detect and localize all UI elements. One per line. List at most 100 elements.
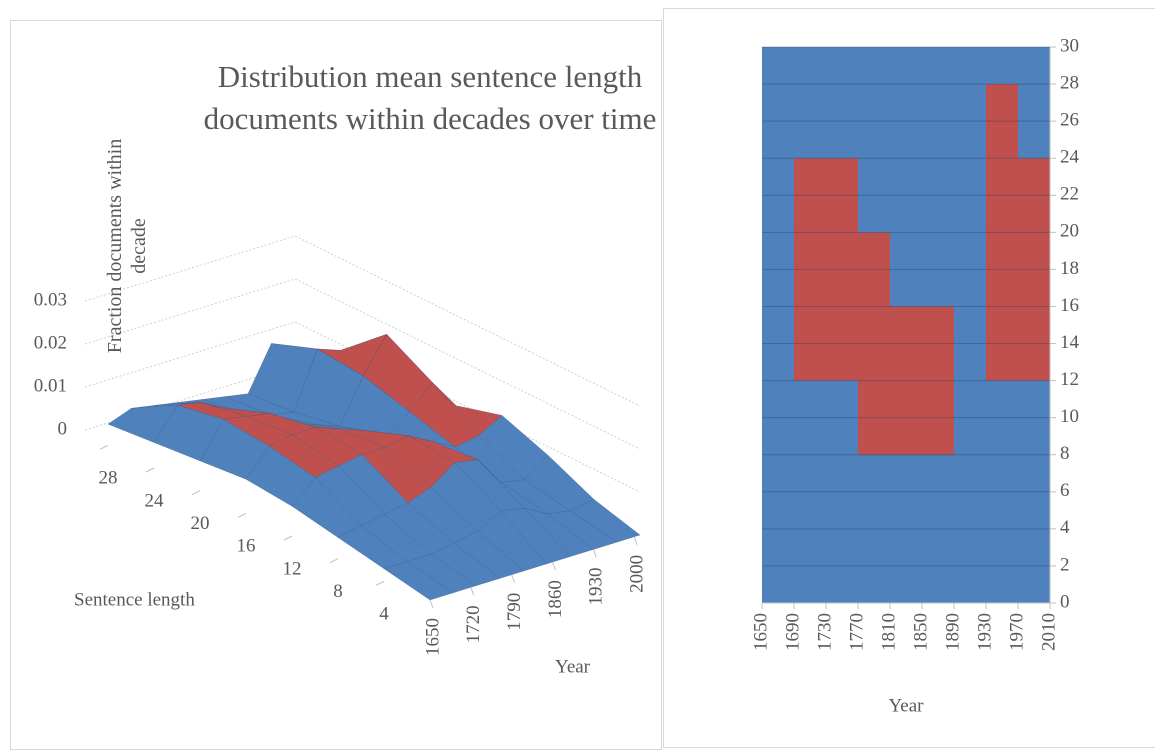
heat-cell	[858, 306, 890, 381]
heat-cell	[826, 232, 858, 307]
heat-cell	[858, 528, 890, 603]
y-tick-label: 0	[1060, 591, 1070, 612]
heat-cell	[954, 306, 986, 381]
heat-cell	[922, 84, 954, 159]
heat-cell	[954, 232, 986, 307]
heat-cell	[762, 380, 794, 455]
surface-patch	[383, 561, 454, 601]
heat-cell	[922, 454, 954, 529]
heat-cell	[922, 380, 954, 455]
heat-cell	[922, 158, 954, 233]
y-axis-title: Sentence length	[74, 589, 195, 610]
heat-cell	[794, 306, 826, 381]
x-tick-label: 1890	[942, 613, 963, 651]
heat-cell	[922, 528, 954, 603]
heat-cell	[986, 306, 1018, 381]
heat-cell	[986, 47, 1018, 85]
y-tick-label: 24	[145, 490, 165, 511]
heat-cell	[986, 158, 1018, 233]
x-tick-label: 1650	[422, 618, 443, 656]
z-axis-title: Fraction documents within decade	[104, 138, 150, 354]
tick-mark	[145, 467, 155, 473]
x-tick-label: 1810	[878, 613, 899, 651]
heat-cell	[858, 380, 890, 455]
heat-cell	[986, 84, 1018, 159]
heat-cell	[826, 158, 858, 233]
z-tick-label: 0.02	[34, 332, 67, 353]
heat-cell	[986, 232, 1018, 307]
heat-cell	[954, 47, 986, 85]
heat-cell	[858, 454, 890, 529]
y-tick-label: 28	[99, 468, 118, 489]
y-tick-label: 22	[1060, 184, 1079, 205]
y-tick-label: 12	[283, 558, 302, 579]
heat-cell	[858, 158, 890, 233]
x-tick-label: 1850	[910, 613, 931, 651]
heat-cell	[794, 380, 826, 455]
heat-cell	[826, 380, 858, 455]
heat-cell	[922, 47, 954, 85]
y-tick-label: 2	[1060, 554, 1070, 575]
tick-mark	[237, 512, 247, 518]
heat-cell	[762, 454, 794, 529]
tick-mark	[375, 580, 385, 586]
y-tick-label: 18	[1060, 258, 1079, 279]
heat-cell	[986, 380, 1018, 455]
y-tick-label: 24	[1060, 147, 1080, 168]
heat-cell	[1018, 47, 1050, 85]
x-tick-label: 1690	[782, 613, 803, 651]
y-tick-label: 8	[333, 581, 343, 602]
heat-cell	[954, 380, 986, 455]
y-tick-label: 20	[1060, 221, 1079, 242]
heat-cell	[794, 454, 826, 529]
tick-mark	[552, 561, 556, 571]
y-tick-label: 14	[1060, 332, 1080, 353]
heat-cell	[922, 306, 954, 381]
heat-cell	[826, 454, 858, 529]
y-tick-label: 16	[237, 536, 256, 557]
y-tick-label: 26	[1060, 109, 1079, 130]
heat-cell	[826, 528, 858, 603]
tick-mark	[429, 599, 434, 609]
x-tick-label: 1790	[504, 593, 525, 631]
heat-cell	[954, 454, 986, 529]
x-tick-label: 1770	[846, 613, 867, 651]
heat-cell	[762, 84, 794, 159]
heat-cell	[794, 47, 826, 85]
y-tick-label: 30	[1060, 35, 1079, 56]
grid-line	[84, 235, 641, 407]
y-tick-label: 8	[1060, 443, 1070, 464]
heat-cell	[826, 47, 858, 85]
x-tick-label: 2000	[627, 555, 648, 593]
heat-cell	[762, 47, 794, 85]
y-tick-label: 12	[1060, 369, 1079, 390]
heat-cell	[1018, 84, 1050, 159]
heat-cell	[826, 306, 858, 381]
grid-line	[84, 278, 641, 450]
heat-cell	[890, 306, 922, 381]
tick-mark	[99, 444, 109, 450]
x-tick-label: 1930	[586, 567, 607, 605]
heat-cell	[794, 84, 826, 159]
heat-cell	[762, 158, 794, 233]
tick-mark	[511, 574, 516, 583]
heat-cell	[890, 84, 922, 159]
x-tick-label: 1970	[1006, 613, 1027, 651]
heat-cell	[1018, 528, 1050, 603]
tick-mark	[633, 536, 638, 545]
heat-cell	[954, 528, 986, 603]
chart-title: Distribution mean sentence length docume…	[203, 59, 657, 136]
heat-cell	[762, 232, 794, 307]
heat-cell	[794, 528, 826, 603]
heat-cell	[1018, 380, 1050, 455]
heat-cell	[890, 47, 922, 85]
heat-cell	[858, 232, 890, 307]
x-tick-label: 1930	[974, 613, 995, 651]
y-tick-label: 6	[1060, 480, 1070, 501]
heat-cell	[858, 47, 890, 85]
x-tick-label: 1650	[750, 613, 771, 651]
heat-cell	[922, 232, 954, 307]
heat-cell	[826, 84, 858, 159]
y-tick-label: 28	[1060, 72, 1079, 93]
y-tick-label: 10	[1060, 406, 1079, 427]
